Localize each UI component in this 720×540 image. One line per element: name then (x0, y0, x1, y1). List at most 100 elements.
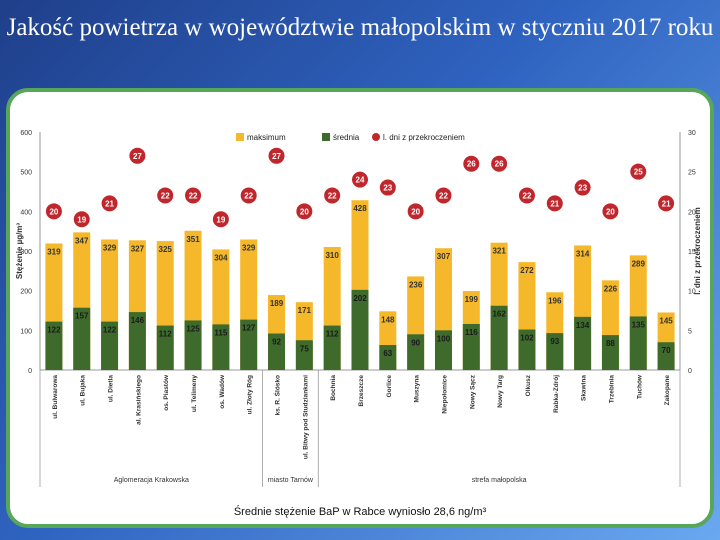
legend-label: maksimum (247, 133, 286, 142)
label-maksimum: 314 (576, 249, 590, 258)
label-srednia: 202 (353, 294, 367, 303)
point-dni (240, 187, 257, 204)
label-dni: 24 (356, 176, 365, 185)
y-tick-label: 100 (20, 328, 32, 335)
bar-srednia (351, 289, 369, 370)
point-dni (352, 171, 368, 188)
label-srednia: 125 (186, 324, 200, 333)
label-dni: 22 (189, 191, 198, 200)
point-dni (518, 187, 535, 204)
category-label: Gorlice (386, 375, 393, 398)
point-dni (129, 147, 146, 164)
category-label: ul. Telimeny (191, 375, 198, 412)
point-dni (185, 187, 202, 204)
chart-panel: 0 100 200 300 400 500 600 0 5 10 15 20 25 30 Stężenie … (6, 88, 714, 528)
label-maksimum: 329 (242, 243, 256, 252)
label-dni: 27 (272, 152, 281, 161)
label-maksimum: 236 (409, 280, 423, 289)
label-maksimum: 310 (325, 251, 339, 260)
group-label: Aglomeracja Krakowska (114, 477, 189, 484)
label-srednia: 112 (159, 330, 172, 339)
category-label: Skawina (581, 375, 588, 401)
label-srednia: 122 (103, 326, 117, 335)
category-label: ul. Bujaka (80, 375, 87, 406)
label-srednia: 63 (383, 349, 392, 358)
label-dni: 26 (467, 160, 476, 169)
category-label: al. Krasińskiego (135, 375, 142, 425)
category-label: Zakopane (664, 375, 671, 406)
label-maksimum: 327 (131, 244, 145, 253)
point-dni (157, 187, 174, 204)
y2-tick-label: 5 (688, 328, 692, 335)
category-label: Tuchów (636, 374, 643, 399)
label-srednia: 115 (214, 328, 227, 337)
label-dni: 21 (550, 199, 559, 208)
label-dni: 25 (634, 168, 643, 177)
label-dni: 20 (606, 207, 615, 216)
category-label: os. Wadów (219, 374, 226, 409)
label-dni: 22 (244, 191, 253, 200)
bar-srednia (212, 324, 230, 370)
label-srednia: 112 (326, 330, 339, 339)
point-dni (296, 203, 313, 220)
point-dni (658, 195, 675, 212)
group-label: strefa małopolska (472, 477, 527, 484)
category-label: ul. Złoty Róg (247, 375, 254, 414)
category-label: Muszyna (414, 375, 421, 403)
y-tick-label: 600 (20, 130, 32, 137)
label-dni: 23 (578, 184, 587, 193)
y2-tick-label: 30 (688, 130, 696, 137)
label-maksimum: 199 (465, 295, 479, 304)
point-dni (602, 203, 619, 220)
point-dni (324, 187, 341, 204)
y2-tick-label: 25 (688, 170, 696, 177)
point-dni (45, 203, 62, 220)
y2-tick-label: 15 (688, 249, 696, 256)
category-label: Nowy Sącz (469, 374, 476, 409)
label-srednia: 134 (576, 321, 590, 330)
label-maksimum: 351 (186, 235, 200, 244)
category-label: Rabka-Zdrój (553, 375, 560, 413)
footnote: Średnie stężenie BaP w Rabce wyniosło 28… (233, 506, 487, 518)
bar-srednia (546, 333, 564, 370)
y2-tick-label: 20 (688, 209, 696, 216)
label-maksimum: 148 (381, 315, 395, 324)
label-srednia: 75 (300, 344, 309, 353)
label-srednia: 102 (520, 334, 534, 343)
bar-srednia (156, 325, 174, 370)
y-tick-label: 300 (20, 249, 32, 256)
bar-srednia (323, 325, 341, 370)
bar-srednia (240, 319, 258, 370)
bar-srednia (295, 340, 313, 370)
bar-srednia (490, 305, 508, 370)
bar-srednia (45, 321, 63, 370)
bar-srednia (462, 323, 480, 370)
y2-axis-title: l. dni z przekroczeniem (693, 207, 702, 295)
point-dni (435, 187, 452, 204)
label-srednia: 92 (272, 338, 281, 347)
label-dni: 22 (328, 191, 337, 200)
y-tick-label: 0 (28, 368, 32, 375)
label-dni: 21 (105, 199, 114, 208)
label-dni: 26 (495, 160, 504, 169)
label-srednia: 122 (47, 326, 61, 335)
point-dni (379, 179, 396, 196)
y-tick-label: 400 (20, 209, 32, 216)
point-dni (212, 211, 229, 228)
label-srednia: 135 (632, 320, 646, 329)
bar-srednia (657, 342, 675, 370)
label-maksimum: 272 (520, 266, 534, 275)
label-srednia: 100 (437, 334, 451, 343)
label-srednia: 88 (606, 339, 615, 348)
y-axis-title: Stężenie µg/m³ (15, 223, 24, 280)
point-dni (268, 147, 285, 164)
label-dni: 19 (216, 215, 225, 224)
label-dni: 27 (133, 152, 142, 161)
legend-swatch (322, 133, 330, 141)
point-dni (630, 163, 647, 180)
y-tick-label: 200 (20, 289, 32, 296)
label-maksimum: 307 (437, 252, 451, 261)
category-label: Nowy Targ (497, 375, 504, 408)
label-maksimum: 347 (75, 236, 89, 245)
category-label: ul. Bulwarowa (52, 375, 59, 419)
